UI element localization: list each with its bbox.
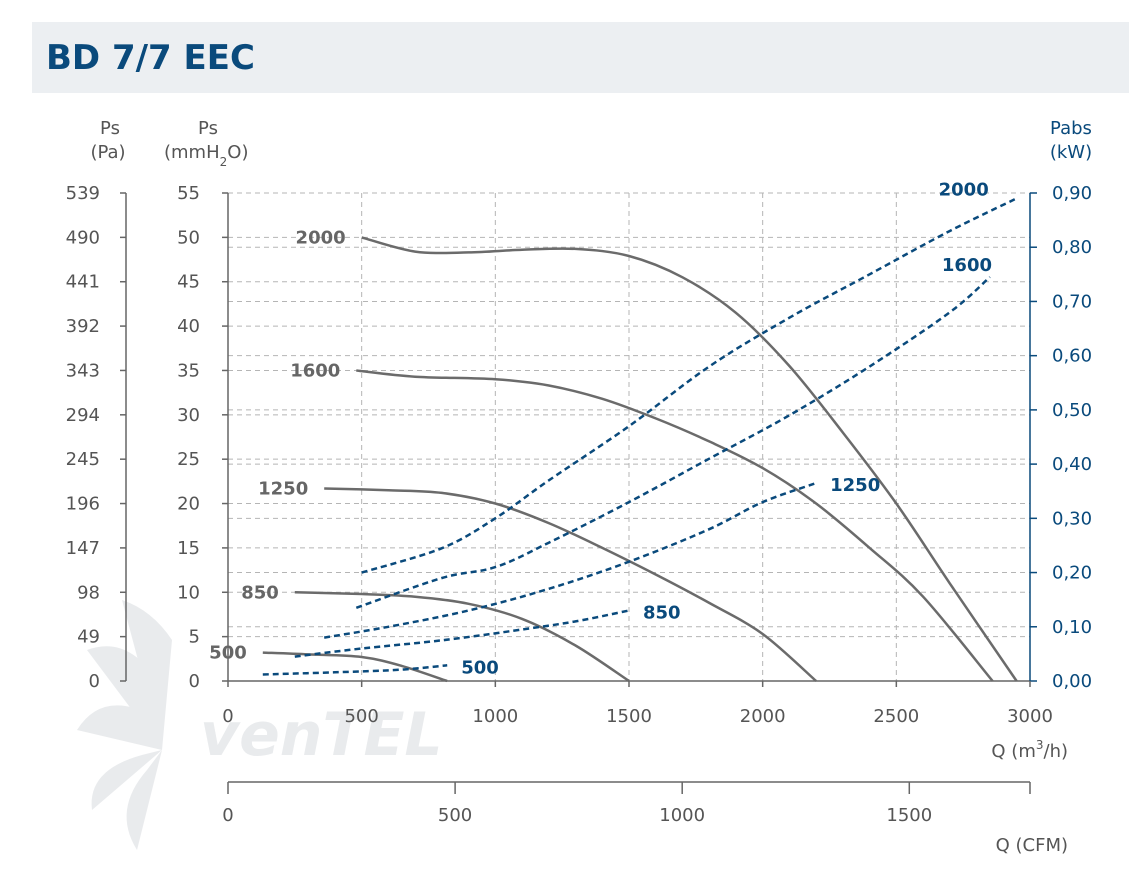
mm-unit-a: (mmH (164, 142, 220, 163)
pressure-curve-500 (262, 651, 448, 683)
pressure-curve-1600 (356, 369, 994, 682)
y-mm-tick-label: 20 (177, 494, 200, 515)
y2-tick-label: 0,00 (1052, 671, 1092, 692)
pressure-label-2000: 2000 (296, 227, 346, 248)
power-label-850: 850 (643, 603, 681, 624)
y-mm-tick-label: 35 (177, 360, 200, 381)
pressure-curve-1250 (324, 487, 817, 682)
mm-unit-line2: (mmH2O) (164, 142, 248, 169)
y-pa-tick-label: 441 (66, 272, 100, 293)
watermark: venTEL (77, 600, 443, 850)
y2-tick-label: 0,50 (1052, 400, 1092, 421)
y-mm-tick-label: 15 (177, 538, 200, 559)
pressure-curve-2000 (361, 236, 1018, 682)
y-pa-tick-label: 147 (66, 538, 100, 559)
title-bar (32, 22, 1129, 93)
axes: 0054910981514720196252453029435343403924… (66, 183, 1092, 826)
power-label-1600: 1600 (942, 255, 992, 276)
pressure-label-1600: 1600 (290, 360, 340, 381)
power-label-2000: 2000 (939, 179, 989, 200)
pressure-label-850: 850 (241, 582, 279, 603)
y-mm-tick-label: 5 (189, 627, 200, 648)
y-pa-tick-label: 343 (66, 360, 100, 381)
y-pa-tick-label: 294 (66, 405, 100, 426)
x-tick-label: 2500 (873, 706, 919, 727)
y-pa-tick-label: 0 (89, 671, 100, 692)
mm-unit-b: O) (227, 142, 248, 163)
pressure-label-500: 500 (209, 643, 247, 664)
y-mm-tick-label: 45 (177, 272, 200, 293)
y2-tick-label: 0,90 (1052, 183, 1092, 204)
y2-tick-label: 0,10 (1052, 617, 1092, 638)
power-curves (262, 197, 1018, 676)
y-pa-tick-label: 490 (66, 227, 100, 248)
power-curve-2000 (361, 197, 1018, 574)
x-unit-b: /h) (1044, 741, 1069, 762)
pabs-unit-line2: (kW) (1050, 142, 1092, 163)
y-mm-tick-label: 50 (177, 227, 200, 248)
y2-tick-label: 0,20 (1052, 563, 1092, 584)
mm-unit-sub: 2 (220, 155, 228, 169)
y-pa-tick-label: 98 (77, 582, 100, 603)
pressure-curves (262, 236, 1018, 683)
y-mm-tick-label: 0 (189, 671, 200, 692)
x-unit-sup: 3 (1036, 738, 1044, 752)
chart-title: BD 7/7 EEC (46, 38, 255, 78)
x-tick-label: 3000 (1007, 706, 1053, 727)
pabs-unit-line1: Pabs (1050, 118, 1092, 139)
pa-unit-line1: Ps (100, 118, 120, 139)
cfm-tick-label: 500 (438, 805, 472, 826)
pa-unit-line2: (Pa) (90, 142, 125, 163)
y-mm-tick-label: 40 (177, 316, 200, 337)
y2-tick-label: 0,70 (1052, 291, 1092, 312)
x-unit-label: Q (m3/h) (991, 738, 1068, 762)
pressure-curve-850 (294, 591, 630, 683)
x-tick-label: 0 (222, 706, 233, 727)
grid (228, 192, 1030, 681)
x-tick-label: 500 (344, 706, 378, 727)
y-pa-tick-label: 245 (66, 449, 100, 470)
x-unit-a: Q (m (991, 741, 1035, 762)
y-pa-tick-label: 539 (66, 183, 100, 204)
y-mm-tick-label: 10 (177, 582, 200, 603)
x-tick-label: 2000 (740, 706, 786, 727)
y-mm-tick-label: 25 (177, 449, 200, 470)
y-pa-tick-label: 392 (66, 316, 100, 337)
power-curve-1600 (355, 276, 991, 609)
y-pa-tick-label: 49 (77, 627, 100, 648)
labels: 2000 1600 1250 850 500 2000 1600 1250 850 500 (209, 179, 992, 678)
y2-tick-label: 0,30 (1052, 508, 1092, 529)
cfm-tick-label: 0 (222, 805, 233, 826)
y-pa-tick-label: 196 (66, 494, 100, 515)
cfm-unit-label: Q (CFM) (996, 835, 1068, 856)
y-mm-tick-label: 55 (177, 183, 200, 204)
power-label-1250: 1250 (830, 475, 880, 496)
y2-tick-label: 0,80 (1052, 237, 1092, 258)
y2-tick-label: 0,40 (1052, 454, 1092, 475)
pressure-label-1250: 1250 (258, 478, 308, 499)
cfm-tick-label: 1000 (659, 805, 705, 826)
power-curve-1250 (323, 481, 817, 639)
mm-unit-line1: Ps (198, 118, 218, 139)
x-tick-label: 1500 (606, 706, 652, 727)
power-curve-850 (294, 609, 630, 658)
power-label-500: 500 (461, 657, 499, 678)
x-tick-label: 1000 (472, 706, 518, 727)
y-mm-tick-label: 30 (177, 405, 200, 426)
cfm-tick-label: 1500 (886, 805, 932, 826)
y2-tick-label: 0,60 (1052, 346, 1092, 367)
power-curve-500 (262, 664, 448, 676)
watermark-text: venTEL (200, 700, 443, 770)
